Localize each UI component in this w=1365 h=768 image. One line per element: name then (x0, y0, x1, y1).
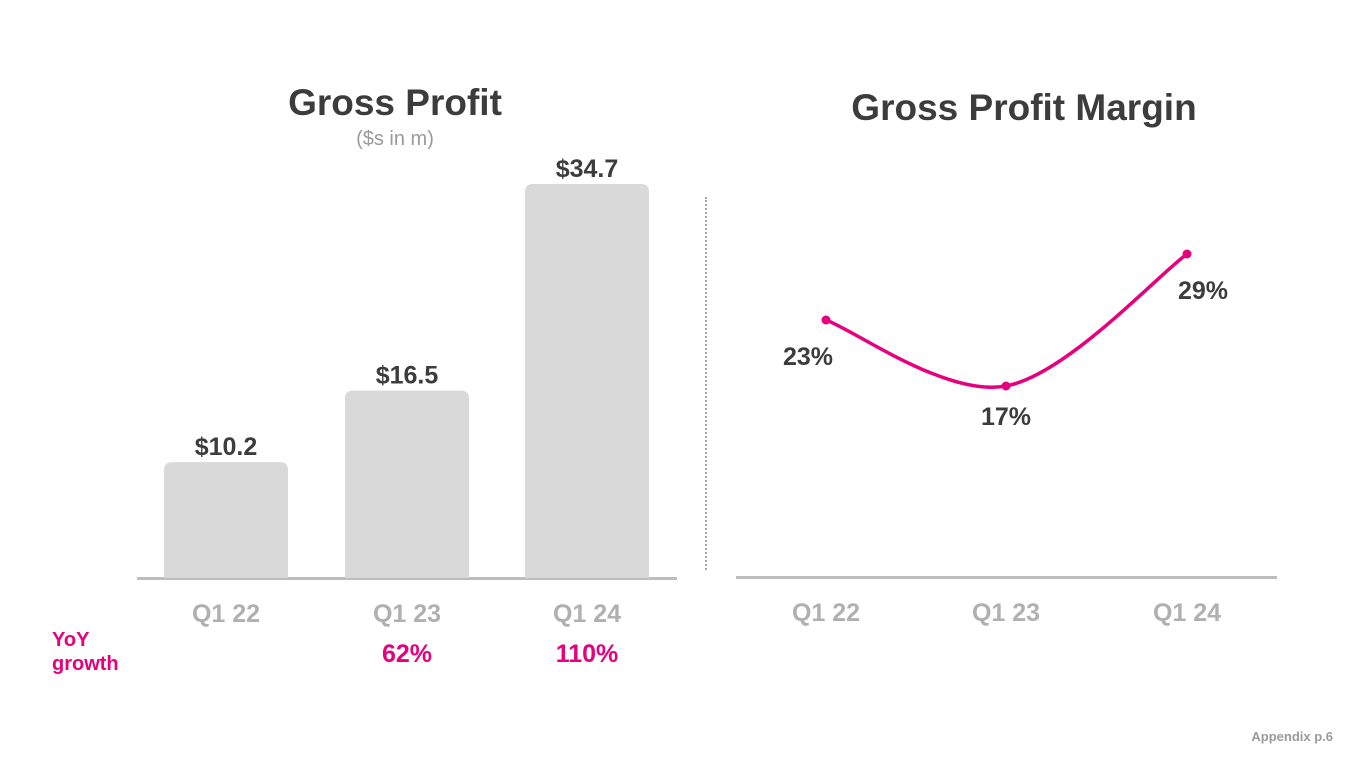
bar-q1-23 (345, 390, 469, 578)
bar-value-label: $10.2 (195, 433, 258, 461)
gross-profit-subtitle: ($s in m) (356, 128, 434, 150)
gross-profit-margin-title: Gross Profit Margin (851, 87, 1197, 128)
panel-divider (705, 197, 707, 570)
bar-q1-22 (164, 462, 288, 578)
bar-q1-24 (525, 184, 649, 578)
gross-profit-margin-series-line (825, 252, 1189, 389)
yoy-growth-value: 62% (382, 640, 432, 668)
margin-data-point (821, 315, 831, 325)
footer-page-note: Appendix p.6 (1251, 729, 1333, 744)
gross-profit-margin-line-chart: 23% Q1 22 17% Q1 23 29% Q1 24 (736, 249, 1277, 627)
margin-value-label: 29% (1178, 277, 1228, 305)
margin-value-label: 23% (783, 343, 833, 371)
bar-value-label: $16.5 (376, 362, 439, 390)
yoy-growth-label: YoY growth (52, 628, 119, 676)
bar-x-tick-label: Q1 23 (373, 600, 441, 628)
line-x-tick-label: Q1 23 (972, 599, 1040, 627)
bar-x-tick-label: Q1 22 (192, 600, 260, 628)
yoy-growth-label-line1: YoY (52, 629, 90, 651)
line-chart-x-axis (736, 576, 1277, 579)
yoy-growth-label-line2: growth (52, 653, 119, 675)
yoy-growth-value: 110% (556, 640, 619, 668)
bar-x-tick-label: Q1 24 (553, 600, 621, 628)
margin-data-point (1001, 381, 1011, 391)
gross-profit-title: Gross Profit (288, 82, 502, 123)
bar-chart-x-axis (137, 577, 677, 580)
margin-data-point (1182, 249, 1192, 259)
line-x-tick-label: Q1 22 (792, 599, 860, 627)
gross-profit-bar-chart: $10.2 Q1 22 $16.5 Q1 23 62% $34.7 Q1 24 110% (137, 155, 677, 668)
bar-value-label: $34.7 (556, 155, 619, 183)
line-x-tick-label: Q1 24 (1153, 599, 1221, 627)
margin-value-label: 17% (981, 403, 1031, 431)
